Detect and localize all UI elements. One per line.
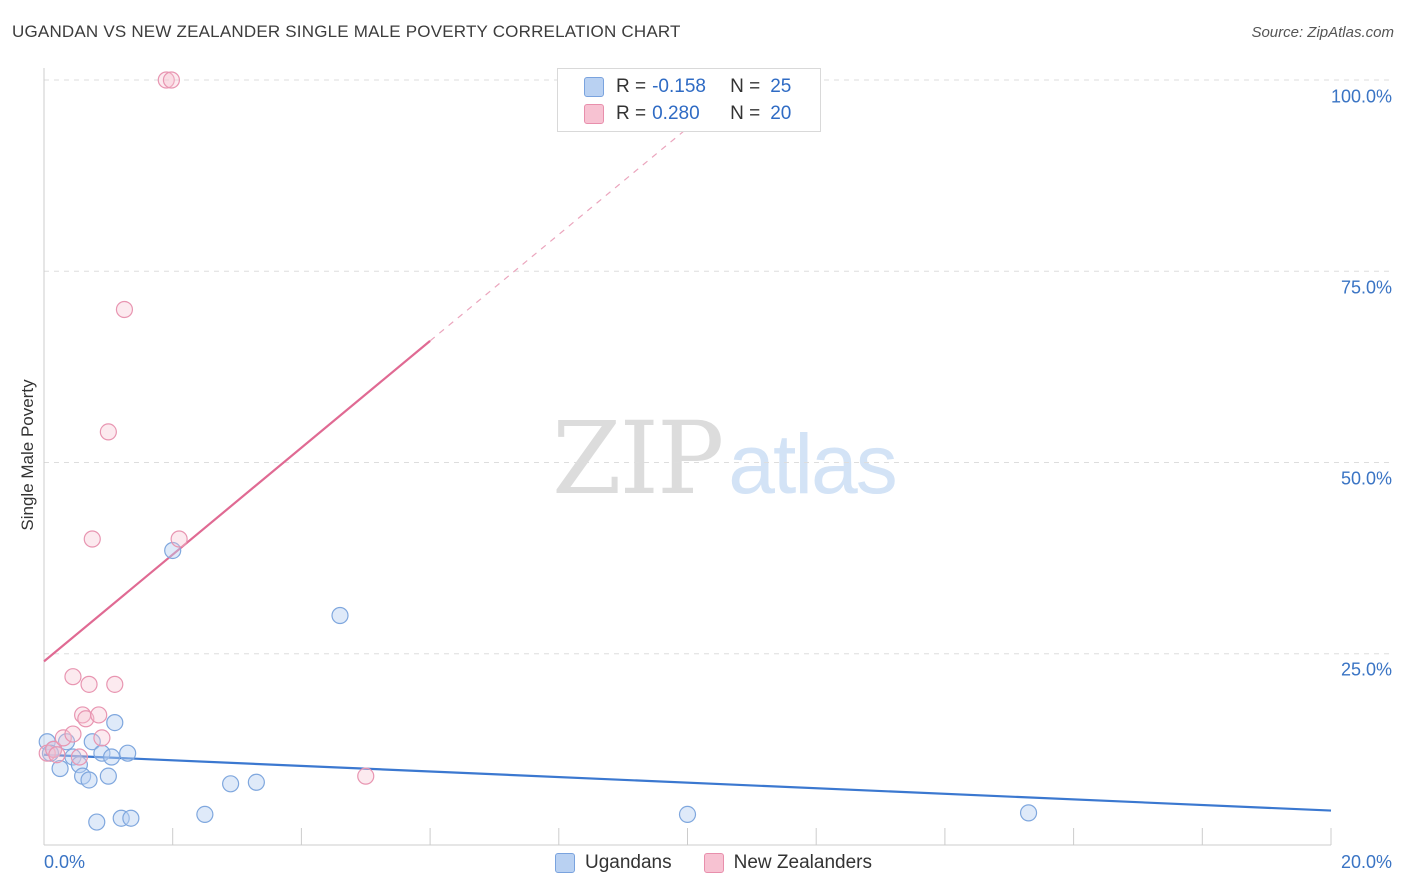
- n-value: 20: [770, 103, 792, 124]
- trendline-ugandans: [43, 753, 1332, 812]
- legend-item-new-zealanders[interactable]: New Zealanders: [703, 852, 872, 874]
- point-new-zealanders-12: [99, 423, 117, 441]
- r-label: R =: [616, 103, 647, 124]
- chart-title: UGANDAN VS NEW ZEALANDER SINGLE MALE POV…: [12, 22, 681, 41]
- point-ugandans-23: [1019, 804, 1038, 822]
- n-label: N =: [730, 76, 761, 97]
- watermark: ZIPatlas: [552, 400, 898, 517]
- source-label: Source: ZipAtlas.com: [1251, 24, 1394, 41]
- y-tick-label-25: 25.0%: [1340, 659, 1392, 680]
- series-legend: Ugandans New Zealanders: [555, 852, 904, 874]
- point-new-zealanders-3: [64, 725, 82, 743]
- legend-swatch-blue: [584, 77, 604, 97]
- point-ugandans-16: [122, 809, 140, 827]
- point-ugandans-9: [88, 813, 106, 831]
- point-new-zealanders-8: [80, 675, 98, 693]
- watermark-atlas: atlas: [728, 417, 897, 511]
- point-new-zealanders-11: [93, 729, 111, 747]
- point-ugandans-2: [51, 759, 69, 778]
- legend-row-new-zealanders: R = 0.280 N = 20: [584, 102, 791, 126]
- point-new-zealanders-18: [357, 767, 375, 785]
- axes: [43, 68, 1332, 846]
- y-axis-label: Single Male Poverty: [18, 379, 37, 531]
- legend-swatch-pink: [584, 104, 604, 124]
- r-value: -0.158: [652, 76, 706, 97]
- point-ugandans-10: [93, 744, 111, 762]
- correlation-legend: R = -0.158 N = 25 R = 0.280 N = 20: [557, 68, 821, 132]
- point-new-zealanders-1: [45, 740, 63, 758]
- x-tick-label-max: 20.0%: [1340, 852, 1392, 872]
- point-new-zealanders-10: [90, 706, 108, 724]
- point-ugandans-19: [222, 775, 240, 793]
- point-new-zealanders-16: [162, 71, 181, 89]
- point-new-zealanders-4: [64, 668, 82, 686]
- legend-item-ugandans[interactable]: Ugandans: [555, 852, 672, 874]
- point-new-zealanders-5: [70, 748, 88, 766]
- point-new-zealanders-19: [48, 746, 66, 764]
- point-new-zealanders-17: [170, 530, 188, 548]
- point-ugandans-7: [80, 771, 98, 789]
- point-ugandans-22: [678, 805, 697, 824]
- trend-lines: [43, 106, 1332, 812]
- point-ugandans-21: [331, 606, 349, 625]
- point-ugandans-15: [119, 744, 137, 762]
- legend-row-ugandans: R = -0.158 N = 25: [584, 75, 791, 99]
- point-ugandans-8: [83, 733, 101, 751]
- point-ugandans-13: [106, 713, 124, 732]
- point-new-zealanders-14: [115, 300, 134, 319]
- r-label: R =: [616, 76, 647, 97]
- legend-swatch-pink: [703, 853, 724, 873]
- legend-label-ugandans: Ugandans: [585, 852, 672, 873]
- x-tick-label-min: 0.0%: [44, 852, 86, 872]
- trendline-dashed-new-zealanders: [429, 106, 714, 342]
- n-value: 25: [770, 76, 792, 97]
- y-tick-label-100: 100.0%: [1330, 86, 1392, 107]
- point-ugandans-11: [99, 767, 117, 785]
- trendline-new-zealanders: [43, 340, 431, 663]
- data-points: [38, 71, 1038, 831]
- point-new-zealanders-13: [106, 675, 124, 693]
- point-ugandans-14: [112, 809, 130, 827]
- legend-swatch-blue: [555, 853, 575, 873]
- point-new-zealanders-9: [83, 530, 101, 548]
- grid-lines: [44, 79, 1394, 655]
- point-new-zealanders-7: [77, 710, 95, 728]
- point-ugandans-18: [196, 805, 214, 824]
- y-tick-label-75: 75.0%: [1340, 277, 1392, 298]
- r-value: 0.280: [652, 103, 700, 124]
- point-ugandans-20: [247, 773, 265, 791]
- point-new-zealanders-2: [54, 729, 72, 747]
- watermark-zip: ZIP: [552, 400, 724, 517]
- n-label: N =: [730, 103, 761, 124]
- y-tick-label-50: 50.0%: [1340, 468, 1392, 489]
- point-ugandans-12: [102, 748, 121, 766]
- point-new-zealanders-15: [157, 71, 175, 89]
- legend-label-new-zealanders: New Zealanders: [733, 852, 872, 873]
